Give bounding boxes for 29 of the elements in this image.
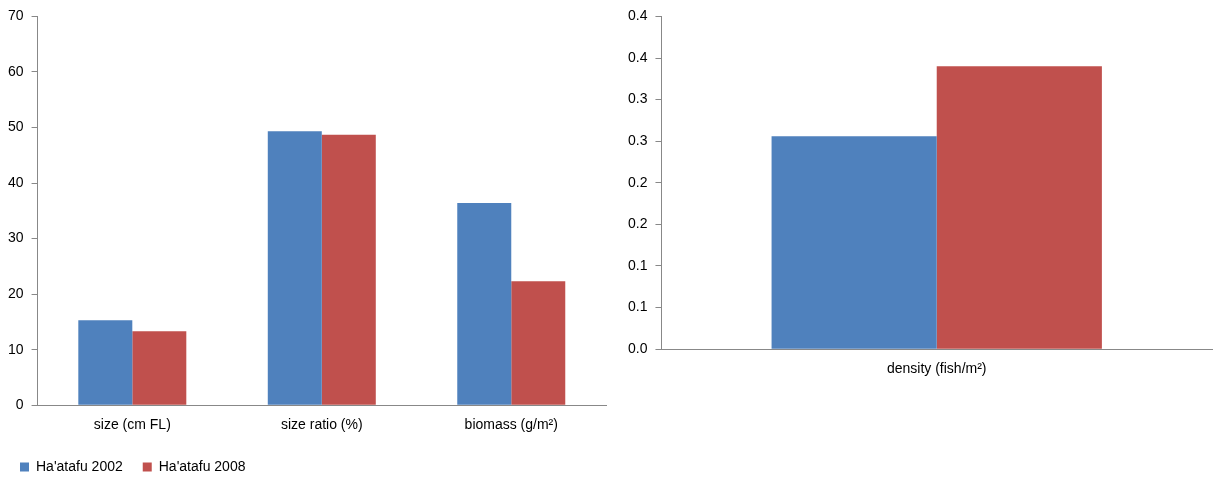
y-tick-label: 40 [7, 173, 24, 190]
y-tick-label: 0.4 [627, 48, 648, 65]
y-tick-label: 0.3 [627, 132, 648, 149]
legend-label: Ha'atafu 2008 [158, 457, 246, 474]
y-tick-label: 0.3 [627, 90, 648, 107]
y-tick-label: 10 [7, 340, 24, 357]
y-tick-label: 60 [7, 62, 24, 79]
y-tick-label: 70 [7, 7, 24, 24]
y-tick-label: 0 [15, 396, 24, 413]
y-tick-label: 20 [7, 284, 24, 301]
y-tick-label: 0.0 [627, 340, 648, 357]
y-tick-label: 0.1 [627, 256, 648, 273]
bar [132, 331, 187, 405]
y-tick-label: 0.1 [627, 298, 648, 315]
bar [511, 281, 566, 405]
legend-label: Ha'atafu 2002 [36, 457, 123, 474]
y-tick-label: 0.2 [627, 173, 648, 190]
y-tick-label: 0.4 [627, 7, 648, 24]
x-tick-label: biomass (g/m²) [464, 416, 558, 433]
y-tick-label: 50 [7, 118, 24, 135]
bar [267, 131, 322, 405]
y-tick-label: 30 [7, 229, 24, 246]
bar [78, 320, 133, 405]
bar [321, 134, 376, 405]
x-tick-label: size (cm FL) [93, 416, 171, 433]
y-tick-label: 0.2 [627, 215, 648, 232]
x-tick-label: density (fish/m²) [886, 360, 987, 377]
bar [457, 203, 512, 405]
x-tick-label: size ratio (%) [280, 416, 363, 433]
